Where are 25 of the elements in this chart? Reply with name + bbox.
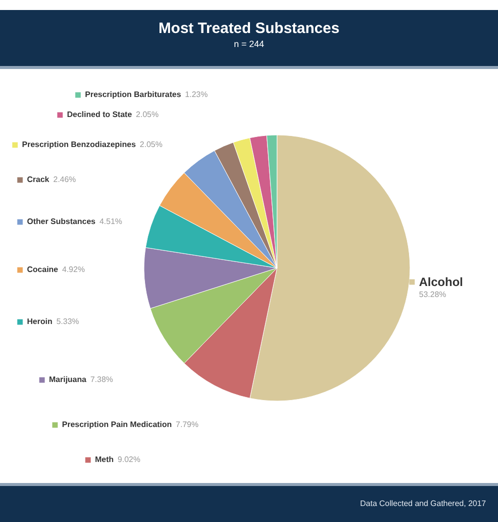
legend-label: Declined to State bbox=[67, 110, 132, 119]
legend-label: Prescription Barbiturates bbox=[85, 90, 182, 99]
data-label: 2.46% bbox=[53, 175, 76, 184]
data-label: 5.33% bbox=[56, 317, 80, 326]
data-label: 9.02% bbox=[118, 455, 140, 464]
legend-label: Alcohol bbox=[419, 275, 463, 289]
legend-label: Crack bbox=[27, 175, 50, 184]
legend-label: Meth bbox=[95, 455, 114, 464]
data-label: 2.05% bbox=[136, 110, 159, 119]
text: Data Collected and Gathered, 2017 bbox=[360, 499, 486, 508]
chart-subtitle: n = 244 bbox=[232, 39, 266, 49]
data-label: 1.23% bbox=[185, 90, 208, 99]
data-label: 53.28% bbox=[419, 290, 446, 299]
data-label: 7.79% bbox=[176, 420, 198, 429]
legend-label: Marijuana bbox=[49, 375, 87, 384]
legend-label: Cocaine bbox=[27, 265, 59, 274]
legend-label: Heroin bbox=[27, 317, 52, 326]
legend-label: Other Substances bbox=[27, 217, 96, 226]
legend-label: Prescription Pain Medication bbox=[62, 420, 172, 429]
legend-label: Prescription Benzodiazepines bbox=[22, 140, 136, 149]
data-label: 4.51% bbox=[99, 217, 122, 226]
data-label: 4.92% bbox=[62, 265, 85, 274]
chart-title: Most Treated Substances bbox=[158, 20, 340, 37]
data-label: 2.05% bbox=[140, 140, 162, 149]
data-label: 7.38% bbox=[90, 375, 114, 384]
